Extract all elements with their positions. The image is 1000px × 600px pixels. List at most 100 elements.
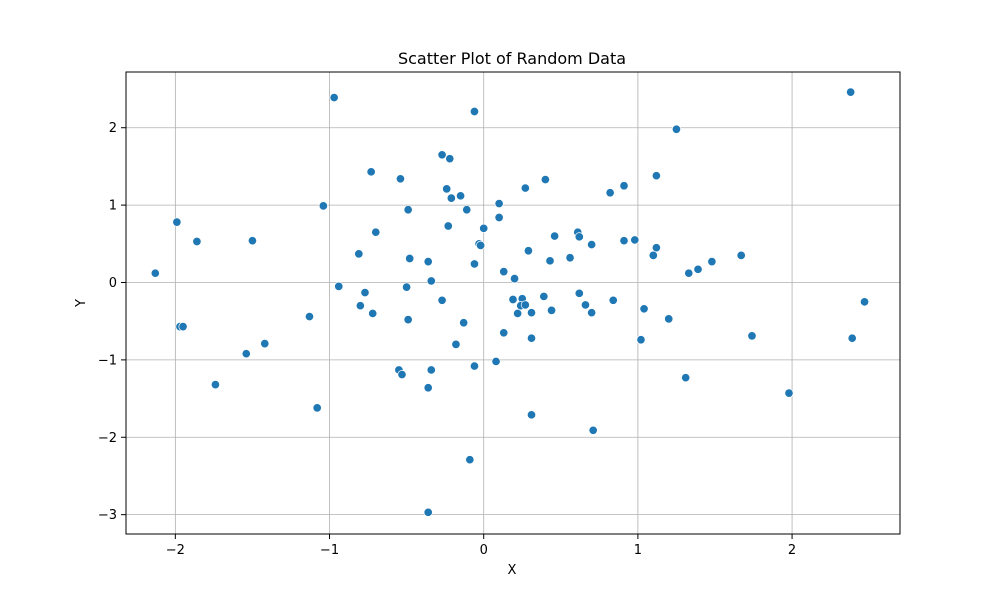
y-tick-label: 2	[109, 121, 117, 136]
scatter-point	[526, 333, 537, 343]
scatter-point	[707, 257, 717, 267]
scatter-point	[469, 361, 480, 371]
scatter-point	[494, 212, 504, 223]
scatter-point	[784, 388, 794, 398]
scatter-point	[846, 87, 856, 97]
scatter-point	[664, 314, 674, 324]
scatter-point	[172, 217, 182, 227]
scatter-point	[318, 201, 328, 211]
scatter-point	[241, 349, 251, 359]
scatter-point	[354, 249, 364, 259]
scatter-point	[671, 124, 681, 134]
scatter-point	[608, 295, 618, 305]
scatter-point	[150, 268, 160, 278]
scatter-point	[403, 205, 413, 215]
scatter-point	[574, 288, 584, 298]
x-axis-label: X	[508, 563, 517, 578]
x-tick-label: 0	[480, 543, 488, 558]
scatter-point	[423, 507, 433, 517]
scatter-point	[499, 328, 509, 338]
scatter-point	[587, 308, 597, 318]
scatter-point	[451, 339, 461, 349]
scatter-point	[479, 223, 489, 233]
scatter-point	[304, 311, 315, 322]
data-points	[150, 87, 870, 517]
scatter-point	[371, 227, 381, 237]
scatter-point	[397, 370, 407, 380]
scatter-point	[651, 243, 661, 253]
scatter-point	[550, 231, 560, 241]
scatter-point	[639, 304, 649, 314]
scatter-point	[405, 253, 415, 264]
y-tick-label: −1	[98, 353, 117, 368]
scatter-point	[437, 295, 447, 305]
y-tick-label: 1	[109, 199, 117, 214]
scatter-point	[443, 221, 453, 231]
scatter-point	[462, 205, 472, 215]
scatter-point	[366, 167, 376, 177]
scatter-point	[368, 308, 378, 318]
scatter-point	[588, 425, 598, 435]
scatter-point	[491, 356, 501, 366]
y-tick-label: −2	[98, 431, 117, 446]
y-axis-label: Y	[74, 299, 89, 308]
scatter-point	[546, 305, 557, 315]
scatter-point	[684, 268, 694, 278]
scatter-point	[747, 331, 757, 341]
scatter-point	[476, 240, 486, 250]
chart-title: Scatter Plot of Random Data	[398, 49, 626, 68]
scatter-point	[636, 335, 646, 345]
scatter-point	[605, 188, 615, 198]
scatter-point	[426, 276, 436, 286]
scatter-point	[513, 308, 523, 318]
scatter-point	[508, 294, 518, 305]
scatter-point	[247, 236, 257, 246]
scatter-point	[523, 246, 533, 256]
scatter-point	[499, 267, 509, 277]
scatter-point	[459, 318, 469, 328]
scatter-point	[210, 380, 220, 390]
scatter-point	[545, 256, 555, 266]
scatter-point	[312, 403, 322, 413]
scatter-point	[402, 282, 412, 292]
scatter-point	[494, 199, 504, 209]
scatter-point	[334, 281, 344, 291]
x-tick-label: −1	[320, 543, 339, 558]
y-tick-label: 0	[109, 276, 117, 291]
scatter-point	[329, 92, 339, 103]
scatter-point	[520, 183, 530, 193]
scatter-point	[395, 174, 405, 184]
scatter-point	[192, 236, 202, 247]
scatter-point	[520, 300, 530, 310]
x-tick-label: 1	[634, 543, 642, 558]
scatter-point	[648, 250, 658, 260]
x-tick-label: 2	[788, 543, 796, 558]
scatter-point	[178, 322, 188, 332]
scatter-point	[423, 383, 433, 393]
x-axis-ticks: −2 −1 0 1 2	[166, 534, 796, 558]
scatter-point	[437, 150, 447, 160]
scatter-point	[403, 315, 413, 325]
scatter-point	[446, 193, 456, 203]
scatter-point	[736, 250, 746, 260]
plot-area-frame	[125, 71, 901, 535]
scatter-point	[619, 181, 629, 191]
scatter-point	[465, 455, 475, 465]
scatter-point	[526, 410, 537, 420]
scatter-point	[681, 373, 691, 383]
scatter-point	[693, 264, 703, 274]
scatter-point	[859, 297, 870, 307]
scatter-point	[651, 171, 661, 181]
scatter-point	[469, 106, 480, 117]
scatter-point	[847, 333, 857, 343]
scatter-point	[426, 365, 436, 375]
scatter-point	[445, 154, 455, 164]
grid-lines	[126, 72, 900, 534]
scatter-point	[526, 308, 537, 318]
scatter-point	[423, 257, 433, 267]
scatter-point	[587, 240, 597, 250]
scatter-point	[580, 300, 591, 310]
scatter-point	[539, 291, 549, 301]
x-tick-label: −2	[166, 543, 185, 558]
